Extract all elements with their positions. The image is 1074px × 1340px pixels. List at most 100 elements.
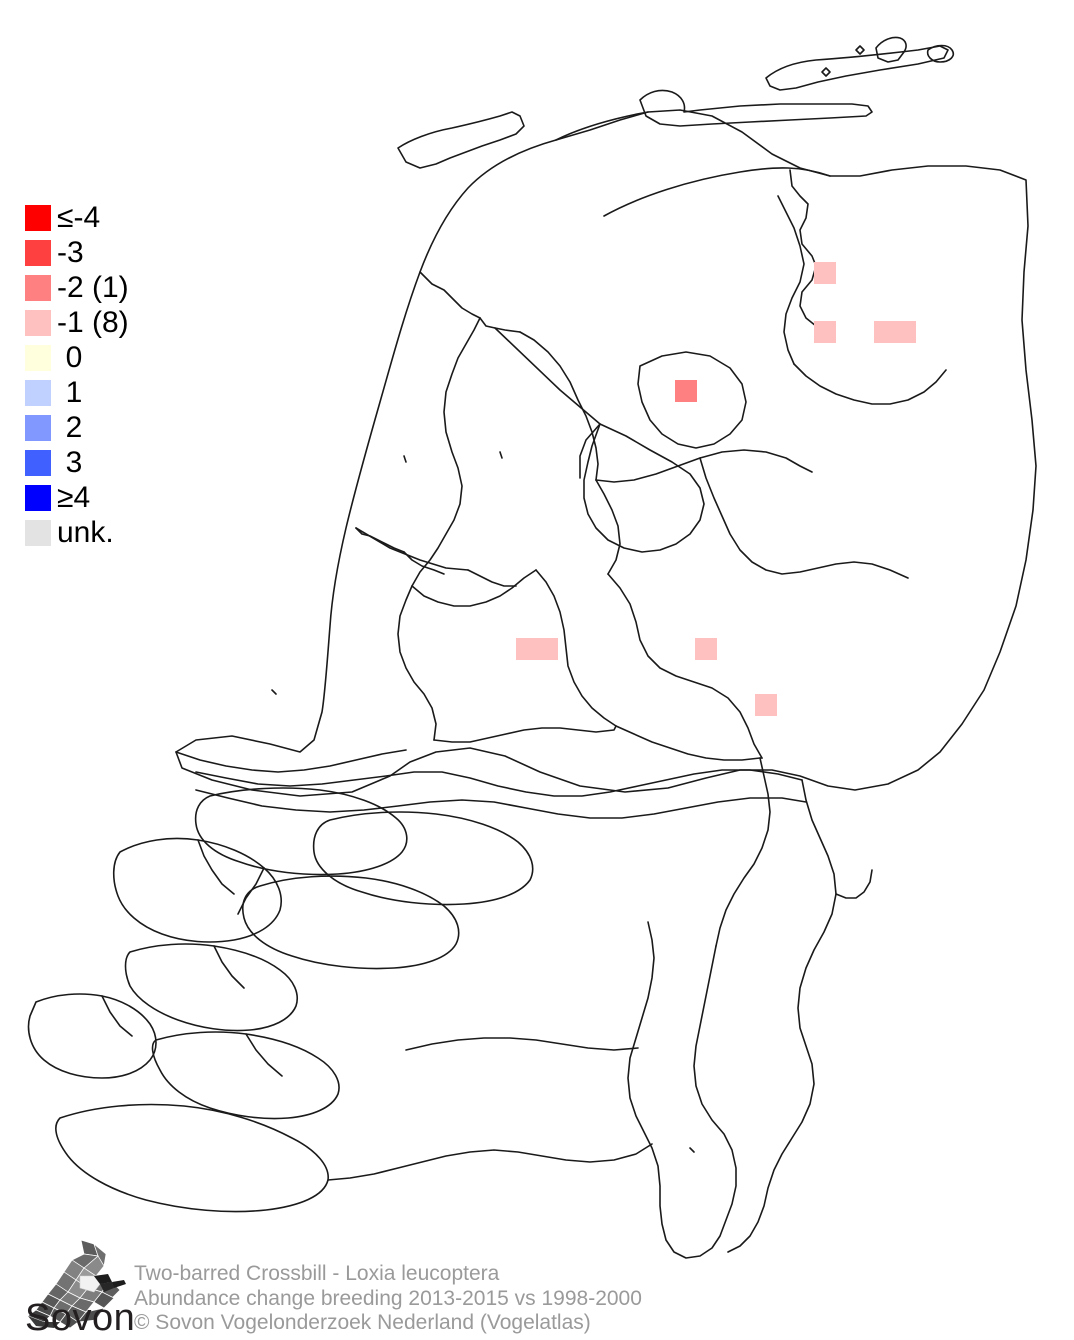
island-vlieland: [639, 89, 873, 127]
legend-swatch: [25, 204, 51, 231]
legend-label: unk.: [57, 515, 114, 549]
voorne-putten: [194, 787, 408, 876]
legend-swatch: [25, 379, 51, 406]
legend-label: 3: [65, 445, 83, 479]
north-sea-canal: [355, 527, 469, 571]
tick-3: [271, 689, 277, 695]
mainland-outline: [175, 109, 1037, 797]
legend-swatch: [25, 519, 51, 546]
legend-swatch: [25, 309, 51, 336]
afsluitdijk: [479, 317, 521, 333]
zeeland-channels-4: [101, 995, 133, 1037]
island-texel: [397, 111, 525, 169]
zeeland-channels-3: [213, 945, 245, 989]
legend-swatch: [25, 239, 51, 266]
goeree-overflakkee: [242, 875, 460, 970]
houtribdijk: [579, 423, 601, 479]
map-outlines: [27, 36, 1037, 1259]
legend: ≤-4 -3 -2 (1) -1 (8) 0 1 2 3 ≥4 unk.: [25, 200, 195, 550]
legend-row[interactable]: unk.: [25, 515, 195, 550]
river-rhine-waal: [195, 769, 803, 797]
legend-swatch: [25, 449, 51, 476]
legend-label: ≥4: [57, 480, 91, 514]
legend-label: 2: [65, 410, 83, 444]
map-cell[interactable]: [814, 262, 836, 284]
island-ameland: [875, 36, 907, 63]
afsluitdijk-line: [494, 327, 601, 425]
boundary-utrecht-gelderland: [535, 569, 617, 727]
brabant-south-border: [327, 1143, 653, 1181]
island-rottum: [855, 45, 865, 55]
legend-row[interactable]: 3: [25, 445, 195, 480]
tick-2: [403, 455, 407, 463]
zeeland-noord-beveland: [124, 943, 298, 1032]
boundary-nh-utrecht: [411, 569, 537, 607]
map-cell[interactable]: [874, 321, 916, 343]
ijsselmeer-divider: [595, 479, 621, 575]
zeeuws-vlaanderen: [55, 1103, 329, 1213]
legend-row[interactable]: 0: [25, 340, 195, 375]
map-cell[interactable]: [814, 321, 836, 343]
map-data-cells[interactable]: [516, 262, 916, 716]
boundary-friesland-drenthe: [595, 449, 813, 483]
north-coast-detail: [555, 111, 649, 141]
noord-holland-coast: [419, 271, 481, 319]
map-cell[interactable]: [516, 638, 558, 660]
hoeksche-waard: [312, 811, 534, 906]
legend-label: -1 (8): [57, 305, 129, 339]
coast-wiggle-1: [355, 527, 405, 553]
swallow-bird-icon: [27, 1239, 126, 1329]
boundary-gelderland-brabant: [615, 725, 763, 761]
footer: Sovon Two-barred Crossbill - Loxia leuco…: [24, 1236, 1064, 1340]
legend-row[interactable]: 2: [25, 410, 195, 445]
legend-row[interactable]: 1: [25, 375, 195, 410]
boundary-brabant-limburg: [715, 757, 771, 947]
limburg-tail: [627, 921, 737, 1259]
zeeland-walcheren: [27, 993, 157, 1079]
island-terschelling: [765, 45, 949, 91]
footer-caption: Two-barred Crossbill - Loxia leucoptera …: [134, 1262, 642, 1336]
legend-swatch: [25, 274, 51, 301]
legend-swatch: [25, 414, 51, 441]
flevoland-noordoost: [637, 351, 747, 449]
legend-row[interactable]: -2 (1): [25, 270, 195, 305]
legend-row[interactable]: -1 (8): [25, 305, 195, 340]
ijsselmeer-west-shore: [411, 317, 481, 587]
river-maas: [195, 789, 807, 819]
footer-line-credit: © Sovon Vogelonderzoek Nederland (Vogela…: [134, 1311, 591, 1334]
island-noorderhaaks: [821, 67, 831, 77]
zeeland-channels-5: [245, 1033, 283, 1077]
river-hollandsch-diep: [175, 749, 407, 773]
tick-1: [499, 451, 503, 459]
legend-row[interactable]: ≤-4: [25, 200, 195, 235]
legend-label: 1: [65, 375, 83, 409]
map-cell[interactable]: [675, 380, 697, 402]
footer-line-metric: Abundance change breeding 2013-2015 vs 1…: [134, 1286, 642, 1310]
legend-label: 0: [65, 340, 83, 374]
legend-label: -2 (1): [57, 270, 129, 304]
legend-swatch: [25, 484, 51, 511]
ijsselmeer-east-shore: [519, 331, 599, 481]
boundary-friesland-groningen: [777, 195, 805, 365]
legend-label: -3: [57, 235, 84, 269]
legend-row[interactable]: -3: [25, 235, 195, 270]
flevoland-oostelijk: [583, 423, 705, 553]
island-schiermonnikoog: [926, 44, 955, 63]
boundary-utrecht-south: [433, 725, 617, 743]
waddenzee-inner-coast: [603, 167, 831, 217]
legend-label: ≤-4: [57, 200, 101, 234]
inland-wiggle-3: [467, 569, 517, 587]
boundary-drenthe-overijssel: [699, 457, 909, 579]
limburg-east-border: [727, 779, 837, 1253]
legend-row[interactable]: ≥4: [25, 480, 195, 515]
boundary-zh-utrecht: [397, 585, 437, 741]
footer-line-species: Two-barred Crossbill - Loxia leucoptera: [134, 1262, 500, 1285]
legend-swatch: [25, 344, 51, 371]
boundary-groningen-drenthe: [793, 363, 947, 405]
zeeland-channels: [197, 839, 235, 895]
map-cell[interactable]: [755, 694, 777, 716]
boundary-overijssel-gelderland: [607, 573, 763, 759]
map-cell[interactable]: [695, 638, 717, 660]
